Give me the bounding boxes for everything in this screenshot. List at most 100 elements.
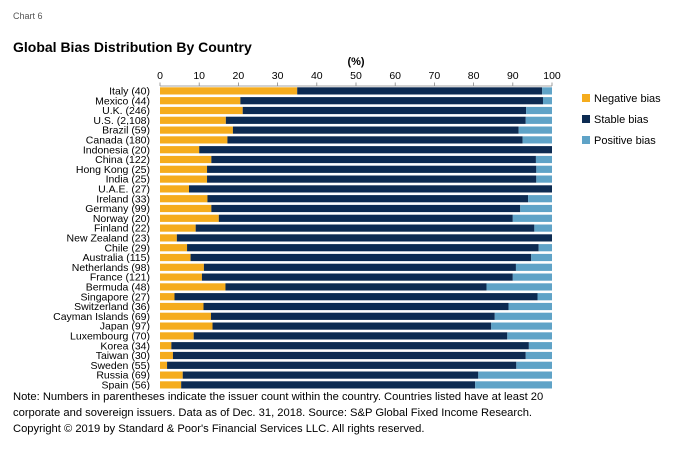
bar-stable-bias [182,371,479,379]
legend-swatch [582,115,590,123]
x-tick-label: 20 [233,70,245,82]
footnote-line-1: Note: Numbers in parentheses indicate th… [13,391,544,403]
category-label: Luxembourg (70) [70,331,150,343]
bar-negative-bias [160,371,183,379]
x-tick-label: 30 [272,70,284,82]
bar-stable-bias [242,106,527,115]
bar-stable-bias [176,234,552,242]
category-label: France (121) [90,272,150,284]
bar-negative-bias [160,224,196,232]
bar-positive-bias [516,361,552,369]
bar-stable-bias [195,224,535,232]
bar-positive-bias [542,87,552,95]
bar-negative-bias [160,204,212,213]
bar-negative-bias [160,195,208,203]
x-tick-label: 40 [311,70,323,82]
bar-positive-bias [486,283,552,291]
bar-positive-bias [534,224,552,232]
category-label: India (25) [106,174,150,186]
bar-stable-bias [189,185,552,193]
category-label: Norway (20) [93,213,150,225]
category-label: Germany (99) [85,203,150,215]
bar-positive-bias [525,351,552,360]
chart-number-label: Chart 6 [13,11,43,21]
x-tick-label: 60 [389,70,401,82]
category-label: Japan (97) [100,321,150,333]
bar-negative-bias [160,234,177,242]
bar-negative-bias [160,322,213,330]
bar-stable-bias [167,361,517,369]
category-label: Sweden (55) [90,360,150,372]
bar-negative-bias [160,106,243,115]
bar-positive-bias [537,293,552,301]
category-label: Finland (22) [94,223,150,235]
bar-stable-bias [190,253,532,262]
x-tick-label: 0 [157,70,163,82]
bar-negative-bias [160,361,168,369]
bar-positive-bias [520,204,552,213]
bar-positive-bias [475,381,552,389]
category-label: Cayman Islands (69) [53,311,150,323]
bar-stable-bias [297,87,543,95]
bar-stable-bias [240,97,543,105]
bar-negative-bias [160,97,241,105]
x-tick-label: 10 [193,70,205,82]
bar-stable-bias [212,322,492,330]
bar-negative-bias [160,175,208,183]
category-label: Mexico (44) [95,95,150,107]
bar-positive-bias [512,214,552,222]
bar-stable-bias [199,146,552,154]
bar-negative-bias [160,332,194,340]
bar-negative-bias [160,342,172,350]
bar-negative-bias [160,146,200,154]
bar-stable-bias [201,273,513,281]
bar-negative-bias [160,214,219,222]
bar-stable-bias [210,312,495,320]
bar-stable-bias [171,342,529,350]
bar-negative-bias [160,302,204,311]
bar-stable-bias [207,195,529,203]
bar-negative-bias [160,312,211,320]
category-label: Canada (180) [86,135,150,147]
bar-stable-bias [187,244,539,252]
category-label: Indonesia (20) [83,144,150,156]
x-axis-unit-label: (%) [347,56,364,68]
bar-stable-bias [211,204,521,213]
category-label: Singapore (27) [81,291,150,303]
bar-stable-bias [181,381,476,389]
bar-positive-bias [478,371,552,379]
category-label: Italy (40) [109,86,150,98]
bar-negative-bias [160,87,298,95]
bar-negative-bias [160,253,191,262]
bar-stable-bias [172,351,526,360]
category-label: U.K. (246) [102,105,150,117]
bar-positive-bias [528,195,552,203]
category-label: Bermuda (48) [86,282,150,294]
legend-swatch [582,136,590,144]
bar-positive-bias [536,165,552,173]
category-label: Switzerland (36) [74,301,150,313]
bar-negative-bias [160,381,182,389]
category-label: Russia (69) [96,370,150,382]
category-label: Ireland (33) [96,193,150,205]
x-tick-label: 80 [468,70,480,82]
category-label: New Zealand (23) [67,233,150,245]
bar-negative-bias [160,244,188,252]
bar-positive-bias [542,97,552,105]
legend-label: Stable bias [594,114,649,126]
bar-positive-bias [536,175,552,183]
x-tick-label: 70 [429,70,441,82]
bias-bar-chart: (%) 0 10 20 30 40 50 60 70 80 90 100 Italy (40)Mexic… [53,56,661,390]
bar-negative-bias [160,273,202,281]
footnote-line-2: corporate and sovereign issuers. Data as… [13,407,533,419]
footnote-line-3: Copyright © 2019 by Standard & Poor's Fi… [13,423,425,435]
bar-stable-bias [211,155,536,164]
bar-positive-bias [531,253,552,262]
category-label: China (122) [95,154,150,166]
x-tick-label: 50 [350,70,362,82]
bar-negative-bias [160,351,173,360]
bar-stable-bias [232,126,519,134]
bar-negative-bias [160,165,208,173]
bar-stable-bias [218,214,513,222]
legend-label: Negative bias [594,93,661,105]
